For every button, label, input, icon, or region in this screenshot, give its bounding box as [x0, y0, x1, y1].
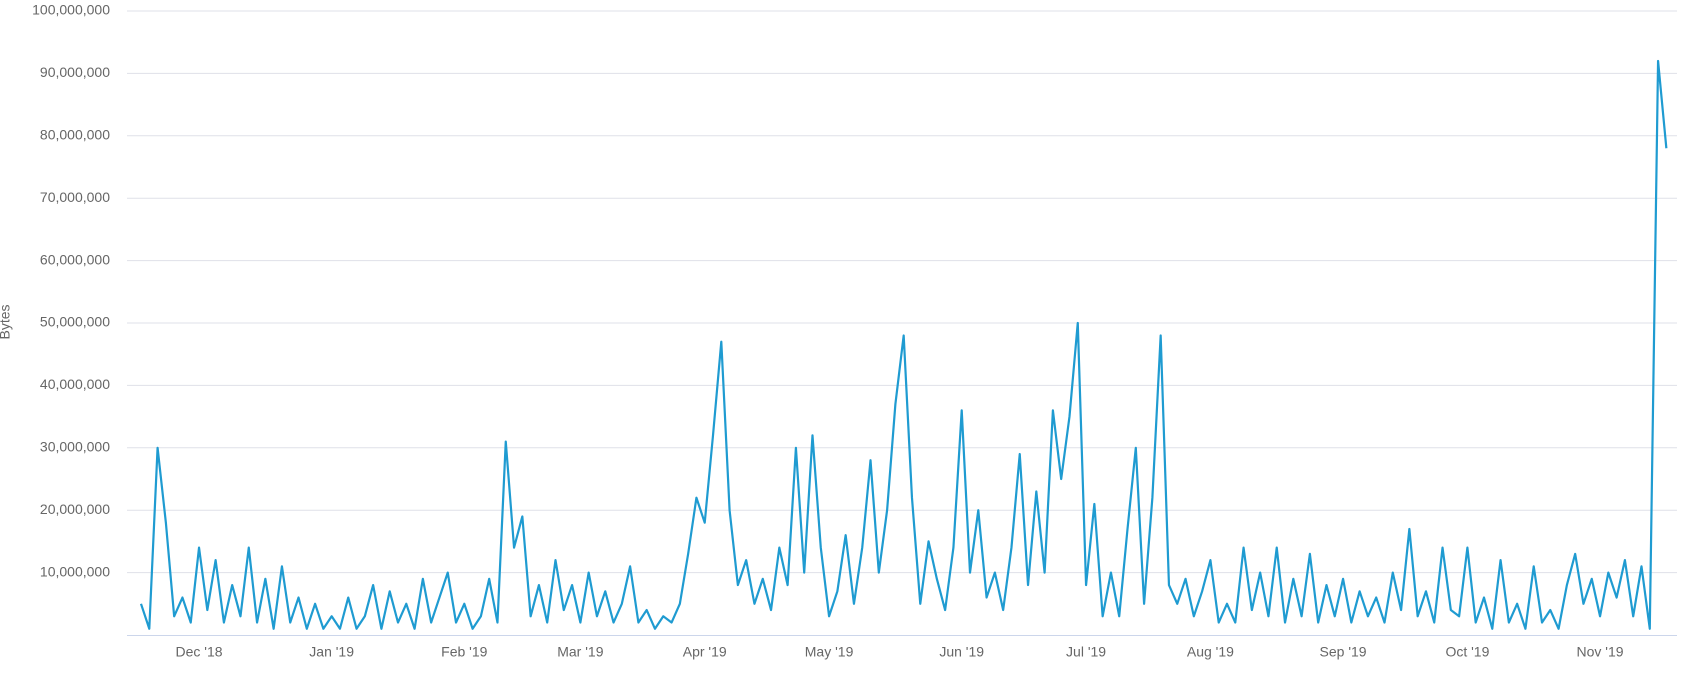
x-tick-label: May '19	[805, 644, 854, 660]
data-line	[139, 59, 1668, 630]
y-tick-label: 100,000,000	[32, 2, 110, 18]
x-tick-label: Jan '19	[309, 644, 354, 660]
y-axis-title: Bytes	[0, 304, 13, 339]
y-tick-label: 60,000,000	[40, 251, 110, 267]
y-tick-label: 90,000,000	[40, 64, 110, 80]
x-tick-label: Jul '19	[1066, 644, 1106, 660]
x-tick-label: Jun '19	[939, 644, 984, 660]
x-tick-label: Sep '19	[1320, 644, 1367, 660]
y-tick-label: 70,000,000	[40, 189, 110, 205]
y-tick-label: 80,000,000	[40, 127, 110, 143]
x-tick-label: Oct '19	[1445, 644, 1489, 660]
x-tick-label: Mar '19	[557, 644, 603, 660]
x-tick-label: Apr '19	[683, 644, 727, 660]
y-tick-label: 50,000,000	[40, 314, 110, 330]
y-tick-label: 10,000,000	[40, 563, 110, 579]
y-tick-label: 30,000,000	[40, 439, 110, 455]
x-tick-label: Feb '19	[441, 644, 487, 660]
x-tick-label: Dec '18	[176, 644, 223, 660]
x-tick-label: Nov '19	[1577, 644, 1624, 660]
x-tick-label: Aug '19	[1187, 644, 1234, 660]
y-tick-label: 20,000,000	[40, 501, 110, 517]
y-tick-label: 40,000,000	[40, 376, 110, 392]
